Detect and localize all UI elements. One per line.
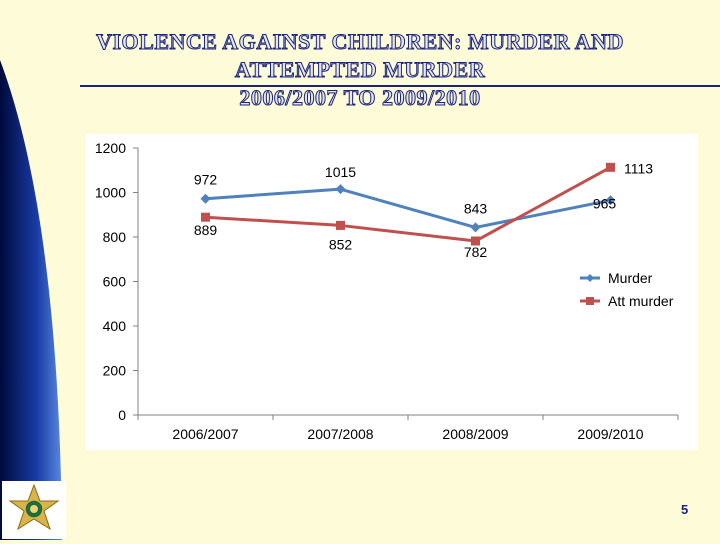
data-point <box>200 193 211 204</box>
title-divider <box>80 85 720 87</box>
data-point <box>470 222 481 233</box>
data-label: 782 <box>464 244 488 260</box>
data-point <box>335 184 346 195</box>
y-tick-label: 1200 <box>95 140 126 156</box>
line-chart: 0 200 400 600 800 1000 1200 2006/2007 2007/2008 2… <box>95 140 679 442</box>
data-label: 972 <box>194 172 218 188</box>
y-tick-label: 400 <box>103 318 127 334</box>
police-star-badge-icon <box>8 483 60 531</box>
data-label: 852 <box>329 236 353 252</box>
data-point <box>605 195 616 206</box>
legend-label: Murder <box>608 270 653 286</box>
series-line <box>205 166 612 243</box>
data-label: 889 <box>194 222 218 238</box>
legend-marker <box>586 297 594 305</box>
title-line-2: ATTEMPTED MURDER <box>234 57 486 83</box>
side-decoration <box>0 60 62 540</box>
series-line <box>205 187 611 229</box>
x-tick-label: 2008/2009 <box>442 426 508 442</box>
title-line-3: 2006/2007 TO 2009/2010 <box>239 85 481 111</box>
x-tick-label: 2009/2010 <box>577 426 643 442</box>
data-label: 965 <box>593 195 617 211</box>
legend-label: Att murder <box>608 293 674 309</box>
data-point <box>471 236 480 246</box>
chart-panel: 0 200 400 600 800 1000 1200 2006/2007 2007/2008 2… <box>86 134 698 450</box>
data-point <box>606 162 615 172</box>
y-tick-label: 600 <box>103 274 127 290</box>
data-point <box>201 212 210 222</box>
data-label: 1113 <box>624 160 653 176</box>
y-tick-label: 0 <box>118 407 126 423</box>
data-label: 843 <box>464 200 488 216</box>
data-label: 1015 <box>325 164 356 180</box>
legend-marker <box>586 274 594 282</box>
y-tick-label: 800 <box>103 229 127 245</box>
y-tick-label: 200 <box>103 363 127 379</box>
police-badge-logo <box>2 481 66 539</box>
x-tick-label: 2007/2008 <box>307 426 373 442</box>
page-title: VIOLENCE AGAINST CHILDREN: MURDER AND AT… <box>60 28 660 112</box>
y-tick-label: 1000 <box>95 185 126 201</box>
data-point <box>336 220 345 230</box>
title-line-1: VIOLENCE AGAINST CHILDREN: MURDER AND <box>96 29 624 55</box>
page-number: 5 <box>681 502 689 517</box>
x-tick-label: 2006/2007 <box>172 426 238 442</box>
